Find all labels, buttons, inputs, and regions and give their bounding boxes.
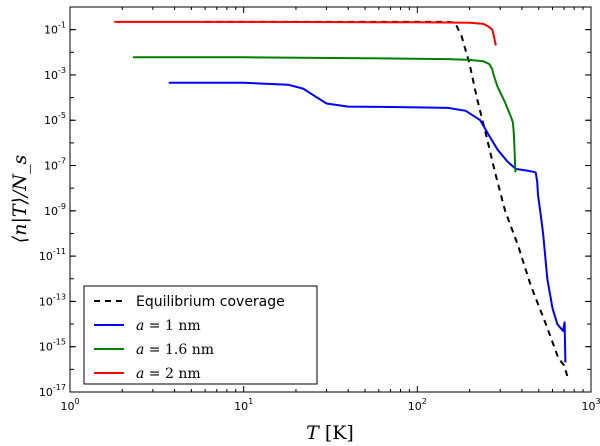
legend-box — [83, 285, 318, 385]
series-line-a16 — [132, 56, 517, 173]
legend-label-a16: a = 1.6 nm — [136, 342, 214, 358]
y-tick-label: 10-9 — [44, 202, 66, 218]
legend-entries: Equilibrium coverage a = 1 nm a = 1.6 nm a … — [94, 294, 285, 382]
y-tick-label: 10-7 — [44, 157, 66, 173]
x-tick-label: 100 — [60, 397, 79, 413]
y-tick-label: 10-5 — [44, 111, 66, 127]
y-axis-label: ⟨n|T⟩/N_s — [9, 155, 31, 244]
legend: Equilibrium coverage a = 1 nm a = 1.6 nm a … — [83, 285, 318, 385]
x-tick-label: 101 — [234, 397, 253, 413]
series-line-a1 — [168, 81, 567, 363]
series-layer — [114, 20, 569, 377]
x-axis-label-var: T — [306, 422, 320, 444]
tick-layer: 100 101 102 103 10-1 10-3 10-5 10-7 10-9 10-11 10-… — [39, 6, 600, 413]
y-tick-label: 10-1 — [44, 21, 66, 37]
legend-label-equilibrium: Equilibrium coverage — [136, 294, 285, 310]
y-tick-label: 10-3 — [44, 66, 66, 82]
legend-label-a1: a = 1 nm — [136, 318, 201, 334]
y-tick-label: 10-11 — [39, 247, 66, 263]
x-tick-label: 102 — [408, 397, 427, 413]
y-tick-label: 10-13 — [39, 292, 66, 308]
series-line-a2 — [114, 20, 497, 46]
legend-label-a2: a = 2 nm — [136, 366, 201, 382]
y-tick-label: 10-15 — [39, 338, 66, 354]
x-axis-label-unit: [K] — [325, 422, 354, 444]
x-tick-label: 103 — [581, 397, 600, 413]
y-tick-label: 10-17 — [39, 383, 66, 399]
x-axis-label: T [K] — [306, 422, 354, 444]
